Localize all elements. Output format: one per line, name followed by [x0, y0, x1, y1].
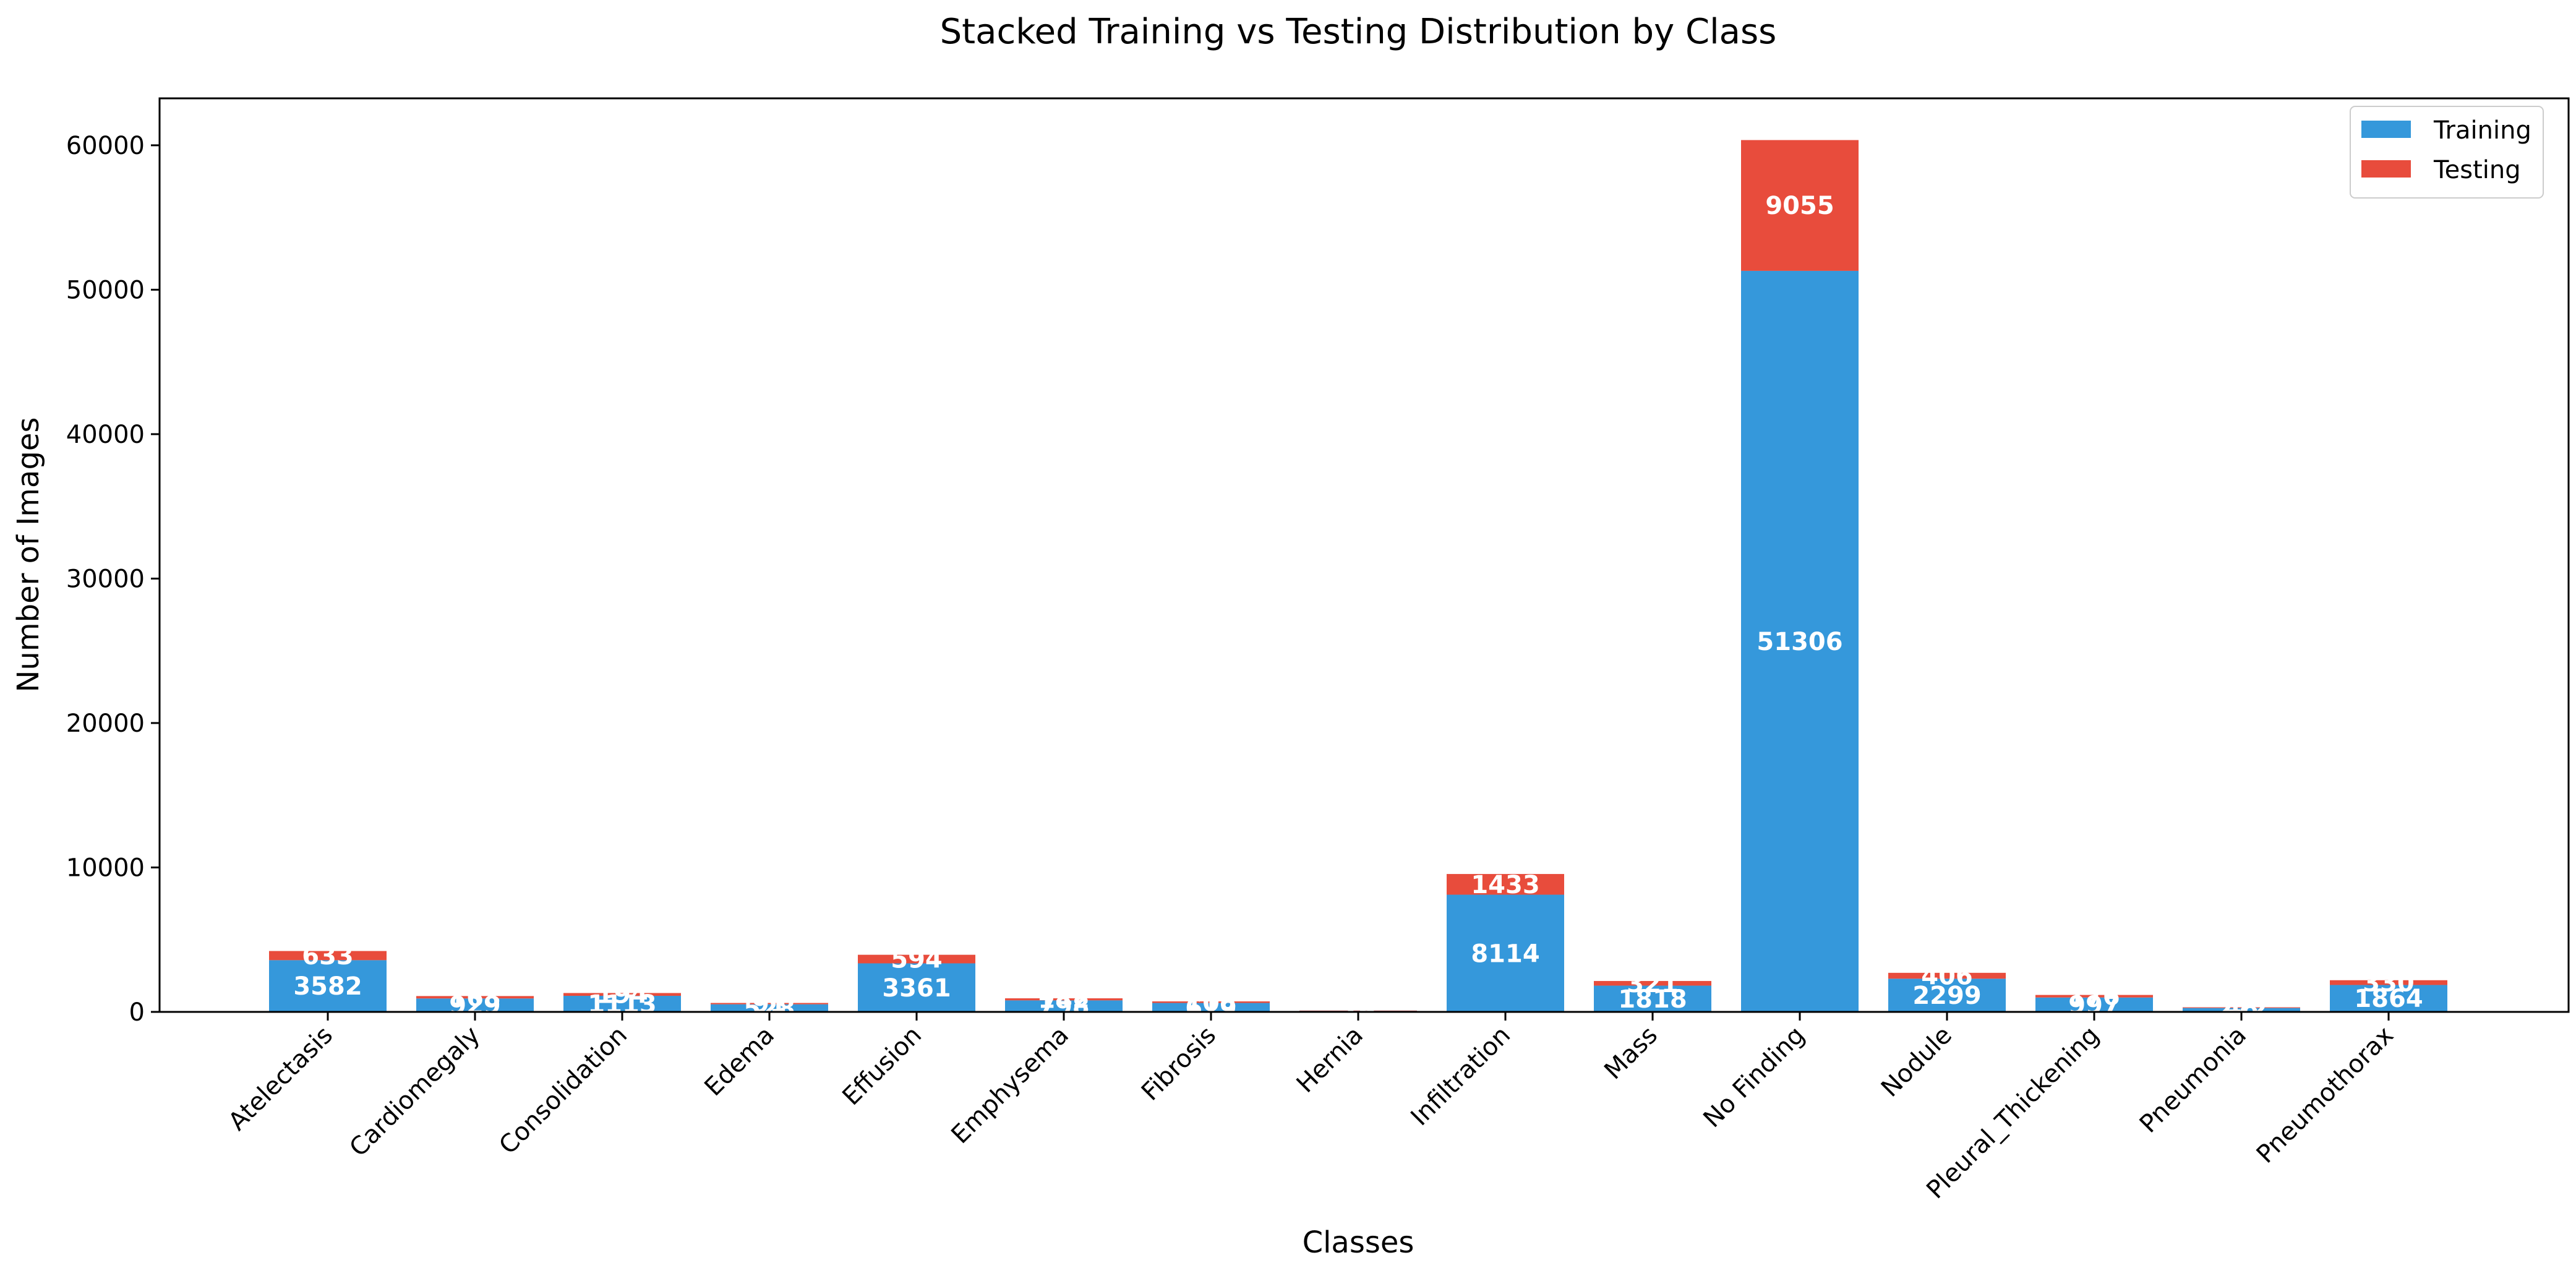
- x-tick-label-10: No Finding: [1698, 1021, 1810, 1134]
- bar-testing-10: [1741, 140, 1859, 271]
- value-label-training-10: 51306: [1757, 628, 1842, 656]
- value-label-testing-4: 594: [891, 946, 943, 974]
- x-tick-label-8: Infiltration: [1405, 1021, 1516, 1132]
- bar-training-13: [2183, 1008, 2300, 1012]
- value-label-training-11: 2299: [1912, 982, 1981, 1010]
- y-tick-label-0: 0: [129, 998, 145, 1027]
- legend-swatch-testing: [2361, 160, 2411, 178]
- bar-training-4: [858, 963, 975, 1012]
- bar-testing-8: [1447, 874, 1564, 895]
- x-tick-label-0: Atelectasis: [223, 1021, 338, 1136]
- bar-testing-14: [2330, 980, 2447, 985]
- y-tick-label-5: 50000: [66, 276, 145, 304]
- value-label-testing-12: 176: [2068, 983, 2120, 1011]
- x-tick-label-7: Hernia: [1291, 1021, 1369, 1098]
- bar-testing-9: [1594, 981, 1711, 986]
- bar-training-9: [1594, 985, 1711, 1012]
- bar-training-6: [1152, 1003, 1270, 1012]
- bar-training-10: [1741, 270, 1859, 1013]
- value-label-training-14: 1864: [2354, 985, 2423, 1013]
- value-label-testing-9: 321: [1627, 970, 1679, 998]
- plot-frame: [158, 97, 2570, 1013]
- y-tick-label-6: 60000: [66, 132, 145, 160]
- bars-group: [269, 140, 2447, 1013]
- bar-testing-2: [563, 993, 681, 996]
- bar-testing-11: [1888, 972, 2006, 979]
- x-axis-label: Classes: [1303, 1225, 1414, 1260]
- y-tick-label-3: 30000: [66, 565, 145, 593]
- legend-label-testing: Testing: [2433, 156, 2521, 184]
- x-tick-label-1: Cardiomegaly: [344, 1021, 486, 1163]
- legend-label-training: Training: [2433, 116, 2531, 145]
- value-label-testing-11: 406: [1921, 962, 1973, 991]
- value-label-testing-8: 1433: [1471, 871, 1539, 899]
- bar-testing-3: [711, 1003, 828, 1004]
- x-tick-label-4: Effusion: [837, 1021, 927, 1111]
- bar-training-2: [563, 996, 681, 1012]
- value-label-testing-0: 633: [302, 942, 354, 970]
- value-label-training-8: 8114: [1471, 940, 1539, 968]
- value-label-testing-1: 168: [449, 983, 501, 1012]
- bar-testing-1: [416, 996, 534, 999]
- x-tick-label-6: Fibrosis: [1136, 1021, 1222, 1107]
- y-tick-label-4: 40000: [66, 421, 145, 449]
- x-tick-label-14: Pneumothorax: [2251, 1021, 2399, 1169]
- legend-swatch-training: [2361, 121, 2411, 138]
- value-label-testing-10: 9055: [1765, 192, 1834, 220]
- bar-training-11: [1888, 978, 2006, 1012]
- y-axis: 0 10000 20000 30000 40000 50000 60000: [66, 132, 160, 1027]
- value-label-testing-2: 194: [596, 981, 648, 1009]
- bar-training-0: [269, 960, 387, 1012]
- bar-testing-4: [858, 954, 975, 964]
- bar-training-3: [711, 1004, 828, 1012]
- bar-training-5: [1005, 1000, 1123, 1012]
- bar-testing-6: [1152, 1001, 1270, 1003]
- x-tick-label-11: Nodule: [1876, 1021, 1958, 1103]
- x-tick-label-5: Emphysema: [946, 1021, 1074, 1150]
- bar-training-8: [1447, 894, 1564, 1012]
- chart-title: Stacked Training vs Testing Distribution…: [940, 12, 1777, 52]
- y-tick-label-2: 20000: [66, 709, 145, 738]
- x-tick-label-9: Mass: [1599, 1021, 1663, 1085]
- x-tick-label-3: Edema: [699, 1021, 780, 1102]
- bar-testing-12: [2035, 995, 2153, 998]
- value-label-training-4: 3361: [882, 974, 951, 1003]
- x-tick-label-2: Consolidation: [494, 1021, 633, 1160]
- y-tick-label-1: 10000: [66, 854, 145, 882]
- x-axis: Atelectasis Cardiomegaly Consolidation Edem…: [223, 1012, 2399, 1204]
- value-label-testing-5: 142: [1038, 986, 1090, 1014]
- bar-testing-5: [1005, 998, 1123, 1001]
- bar-training-1: [416, 998, 534, 1012]
- x-tick-label-13: Pneumonia: [2134, 1021, 2252, 1139]
- y-axis-label: Number of Images: [11, 417, 46, 693]
- value-label-training-9: 1818: [1618, 985, 1687, 1014]
- value-label-testing-14: 330: [2363, 969, 2415, 998]
- value-label-training-0: 3582: [293, 972, 362, 1001]
- bar-testing-0: [269, 951, 387, 961]
- bar-training-14: [2330, 985, 2447, 1012]
- legend: Training Testing: [2350, 106, 2544, 199]
- bar-training-12: [2035, 997, 2153, 1012]
